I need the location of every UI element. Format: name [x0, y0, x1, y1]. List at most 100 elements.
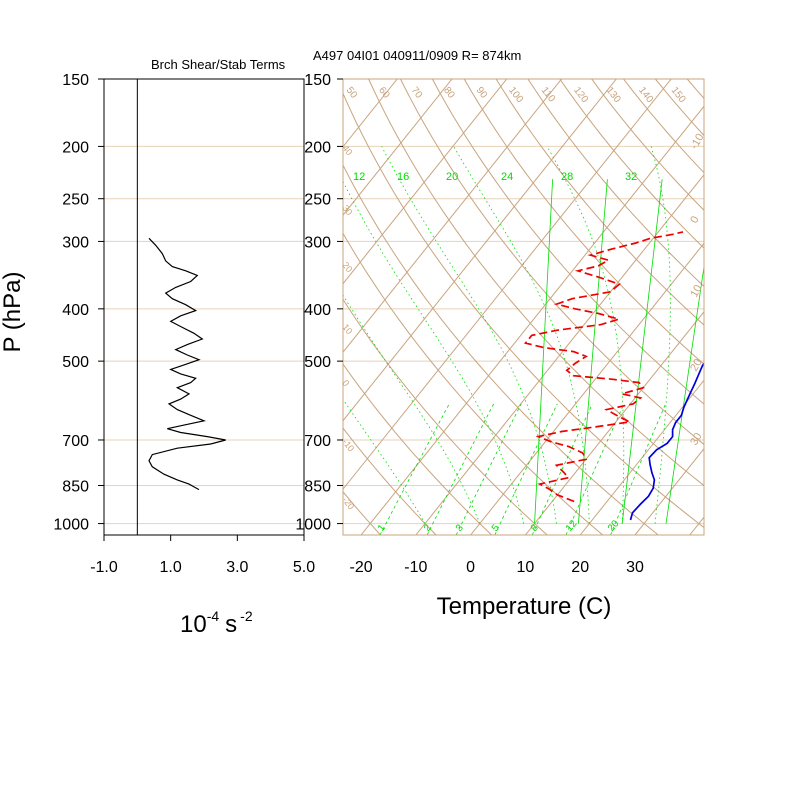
isotherm-line: [343, 79, 672, 490]
skewt-moist-adiabat-lines: [343, 146, 671, 524]
dry-adiabat-left-label: 30: [340, 203, 354, 217]
mixing-ratio-line: [379, 403, 450, 535]
dry-adiabat-line: [527, 79, 704, 288]
dry-adiabat-line: [400, 79, 704, 446]
left-y-tick-labels: 150 200 250 300 400 500 700 850 1000: [53, 72, 104, 534]
dry-adiabat-line: [343, 92, 704, 529]
isotherm-right-label: 10: [688, 283, 705, 300]
skewt-ytick-label: 400: [304, 302, 331, 319]
isotherm-line: [343, 79, 617, 422]
skewt-xtick-label: -20: [350, 559, 373, 576]
left-isobar-lines: [104, 78, 304, 525]
unit-exponent: -4: [207, 608, 220, 624]
isotherm-top-label: 50: [344, 85, 360, 101]
isotherm-right-label: 30: [688, 431, 705, 448]
skewt-xtick-label: 30: [626, 559, 644, 576]
left-xtick-label: 3.0: [226, 559, 248, 576]
mixing-ratio-line: [455, 403, 522, 535]
isotherm-line: [343, 79, 453, 217]
left-panel-frame: [103, 78, 305, 536]
left-ytick-label: 500: [62, 354, 89, 371]
skewt-ytick-label: 250: [304, 192, 331, 209]
left-ytick-label: 1000: [53, 517, 89, 534]
skewt-x-tick-labels: -20 -10 0 10 20 30: [350, 559, 644, 576]
dry-adiabat-line: [82, 79, 270, 535]
skewt-ytick-label: 150: [304, 72, 331, 89]
moisture-guide-line: [710, 179, 772, 523]
isotherm-line: [579, 379, 704, 535]
mixing-ratio-bottom-label: 5: [490, 522, 502, 534]
unit-base: 10: [180, 611, 207, 638]
left-ytick-label: 850: [62, 478, 89, 495]
skewt-xtick-label: 0: [466, 559, 475, 576]
unit-s: s: [225, 611, 237, 638]
dry-adiabat-line: [343, 298, 548, 535]
dry-adiabat-line: [783, 79, 800, 535]
dry-adiabat-line: [655, 79, 704, 137]
skewt-frame: [342, 78, 705, 536]
isotherm-line: [415, 174, 704, 535]
dry-adiabat-left-label: 40: [340, 143, 354, 157]
moisture-guide-line: [577, 179, 608, 524]
mixing-ratio-top-label: 20: [446, 171, 458, 183]
mixing-ratio-top-label: 32: [625, 171, 637, 183]
mixing-ratio-top-label: 24: [501, 171, 513, 183]
skewt-ytick-label: 1000: [295, 517, 331, 534]
dewpoint-profile-line: [524, 231, 684, 503]
dry-adiabat-line: [343, 232, 604, 535]
left-ytick-label: 700: [62, 433, 89, 450]
mixing-ratio-bottom-label: 1: [376, 522, 388, 534]
left-xtick-label: -1.0: [90, 559, 118, 576]
isotherm-line: [343, 79, 562, 353]
dry-adiabat-line: [463, 79, 704, 365]
dry-adiabat-line: [343, 363, 492, 535]
skewt-ytick-label: 500: [304, 354, 331, 371]
dry-adiabat-line: [368, 79, 704, 487]
moist-adiabat-line: [343, 294, 481, 524]
isotherm-line: [0, 79, 342, 535]
isotherm-top-label: 100: [506, 85, 525, 105]
skewt-ytick-label: 700: [304, 433, 331, 450]
mixing-ratio-bottom-label: 3: [454, 522, 466, 534]
dry-adiabat-left-label: 20: [340, 260, 354, 274]
isotherm-top-label: 130: [604, 85, 623, 105]
mixing-ratio-line: [565, 403, 625, 535]
dry-adiabat-line: [495, 79, 704, 326]
mixing-ratio-bottom-label: 8: [529, 522, 541, 534]
skewt-mixing-ratio-lines: [379, 179, 772, 535]
moisture-guide-line: [534, 179, 554, 524]
skewt-dry-adiabat-lines: [82, 79, 800, 535]
mixing-ratio-line: [531, 403, 593, 535]
skewt-ytick-label: 300: [304, 234, 331, 251]
mixing-ratio-bottom-label: 20: [606, 518, 622, 534]
isotherm-line: [470, 242, 704, 535]
skewt-xtick-label: 20: [571, 559, 589, 576]
isotherm-line: [343, 79, 508, 285]
left-ytick-label: 200: [62, 139, 89, 156]
isotherm-line: [745, 79, 800, 535]
dry-adiabat-line: [751, 79, 800, 535]
skewt-xtick-label: 10: [517, 559, 535, 576]
isotherm-line: [360, 105, 704, 535]
mixing-ratio-top-label: 16: [397, 171, 409, 183]
isotherm-right-label: 0: [688, 214, 701, 225]
temperature-profile-line: [629, 361, 704, 521]
figure-header: A497 04I01 040911/0909 R= 874km: [313, 48, 521, 63]
dry-adiabat-line: [343, 163, 659, 535]
mixing-ratio-bottom-label: 2: [422, 522, 434, 534]
left-xtick-label: 1.0: [160, 559, 182, 576]
skewt-ytick-label: 850: [304, 478, 331, 495]
moist-adiabat-line: [650, 146, 671, 524]
temperature-axis-label: Temperature (C): [437, 593, 612, 620]
mixing-ratio-top-label: 12: [353, 171, 365, 183]
left-series-group: [148, 237, 226, 491]
left-panel-title: Brch Shear/Stab Terms: [151, 57, 286, 72]
left-ytick-label: 400: [62, 302, 89, 319]
dry-adiabat-line: [559, 79, 704, 249]
dry-adiabat-line: [114, 79, 325, 535]
shear-stability-profile-line: [148, 237, 226, 491]
skewt-series-group: [524, 231, 704, 521]
mixing-ratio-line: [610, 403, 666, 535]
